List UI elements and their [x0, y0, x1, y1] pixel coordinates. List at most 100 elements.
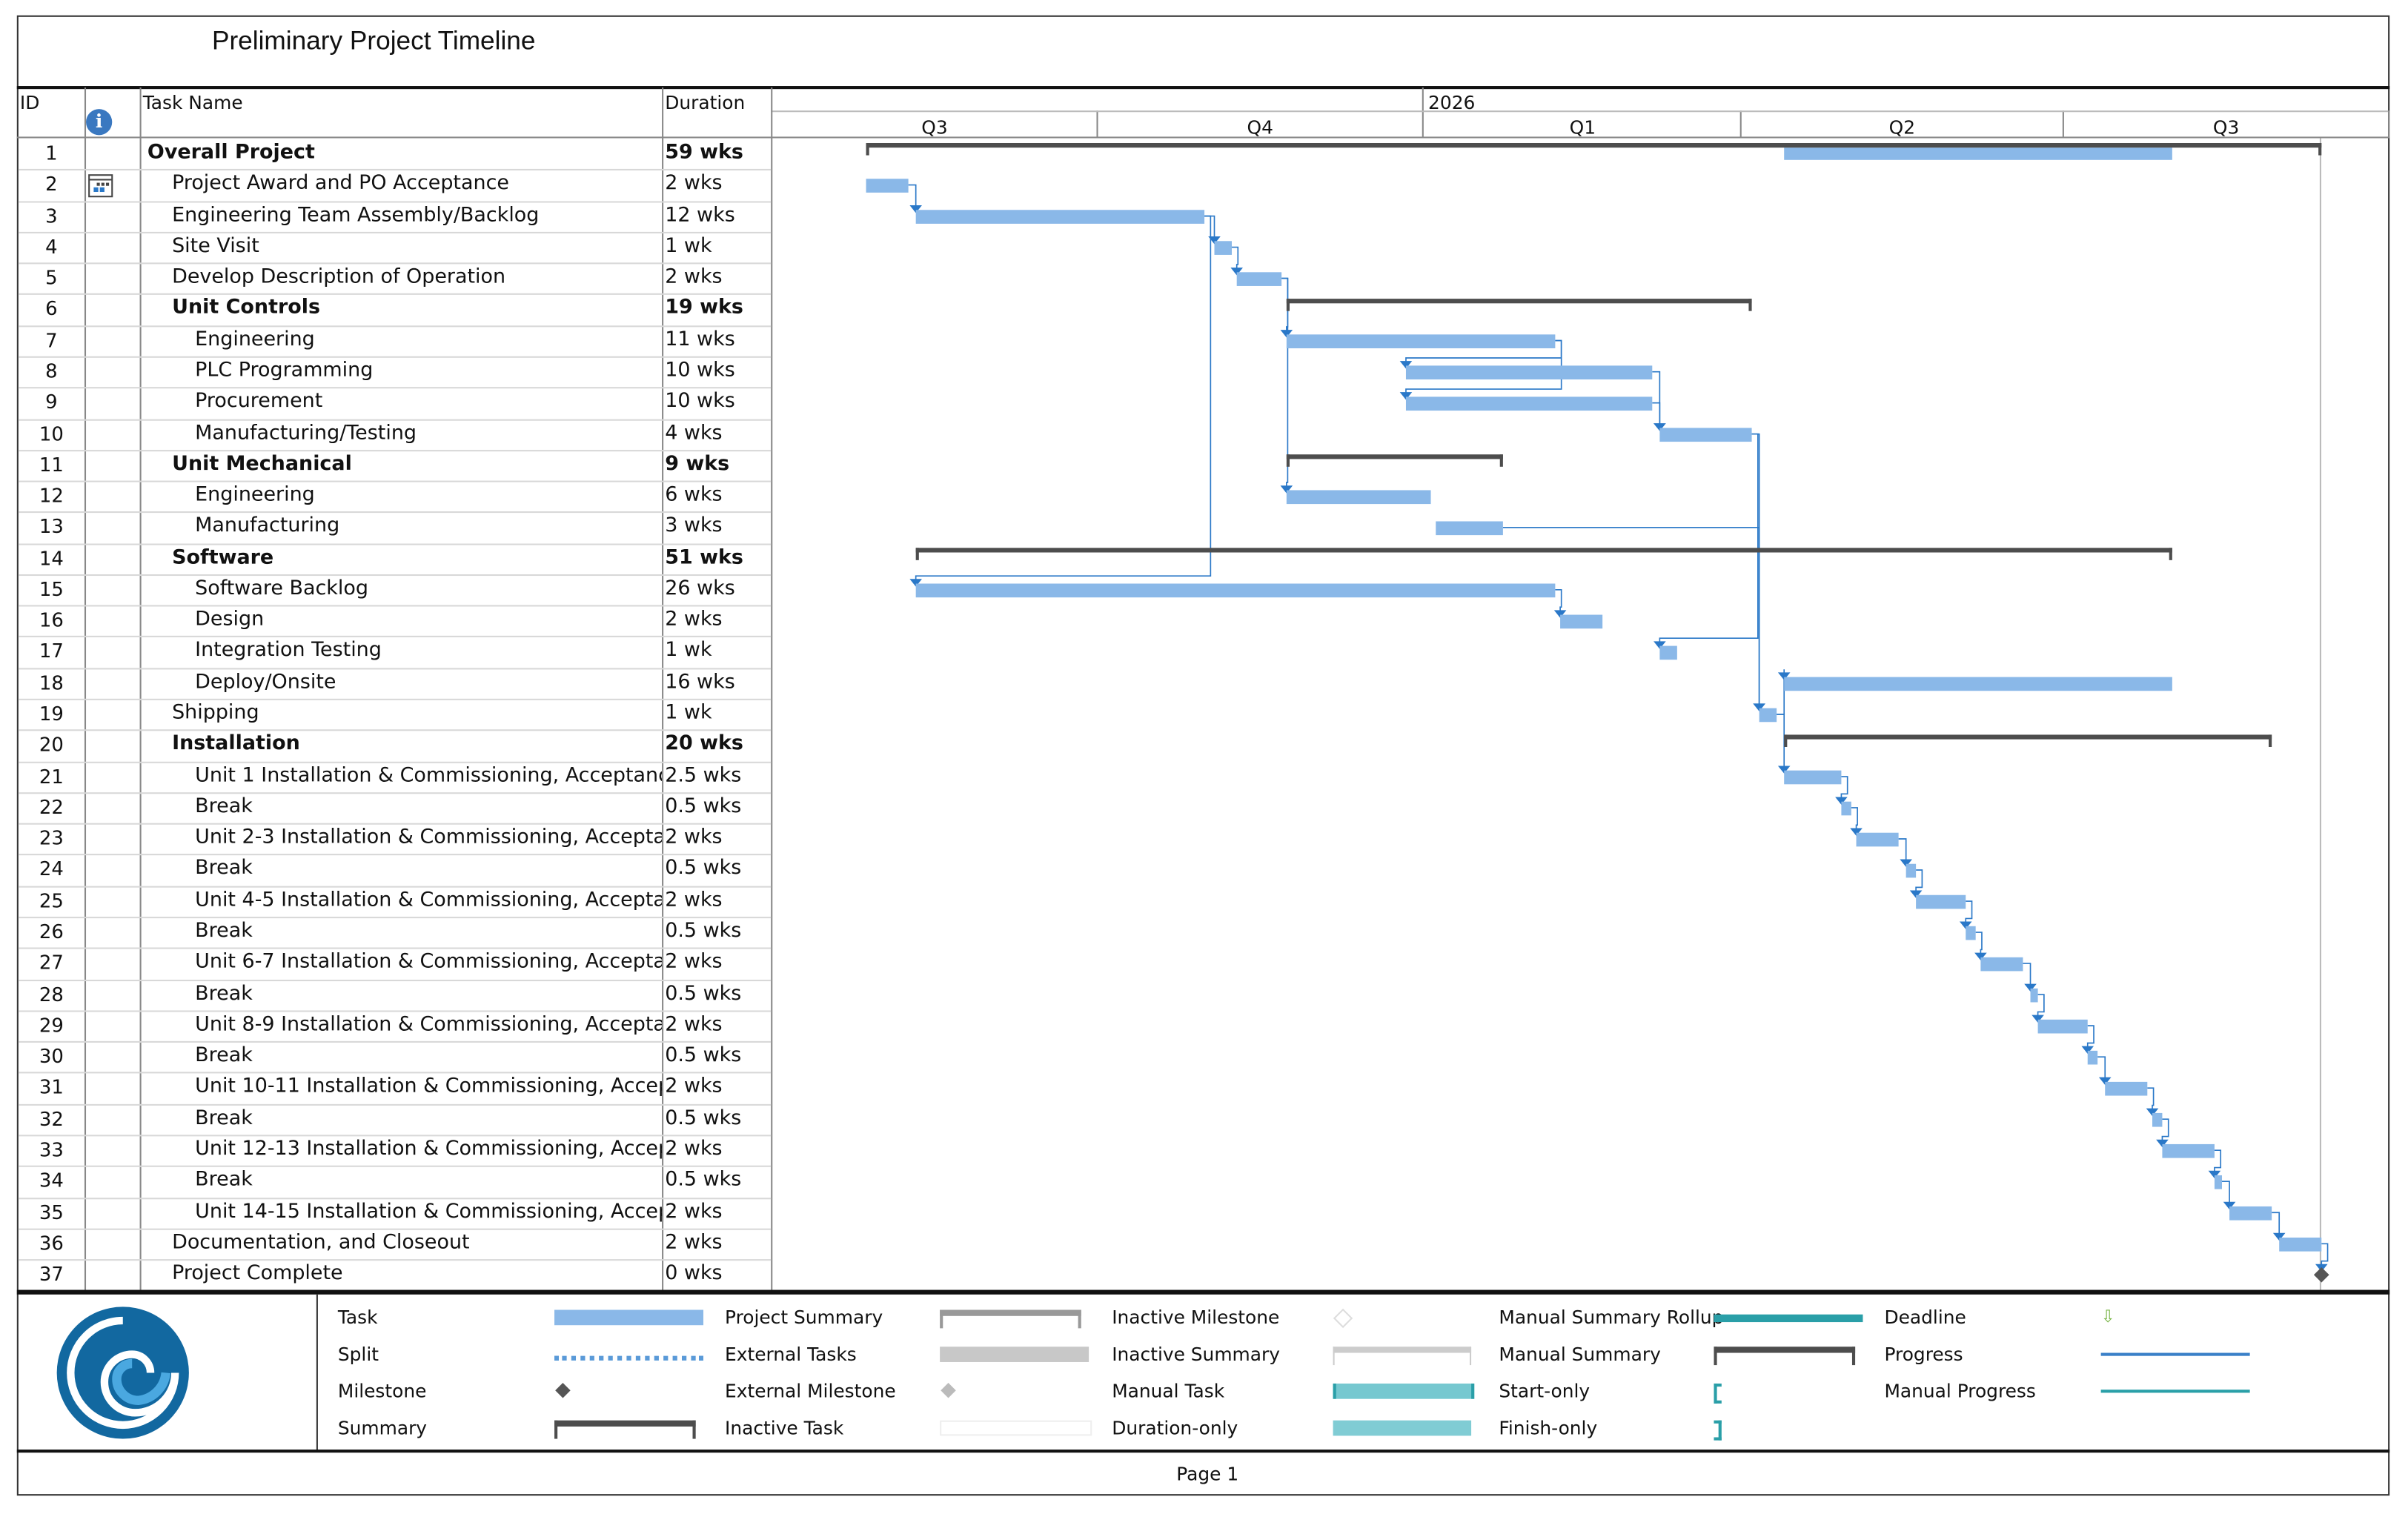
task-duration[interactable]: 2 wks [665, 1075, 723, 1099]
task-bar[interactable] [1659, 428, 1752, 442]
task-name[interactable]: Engineering Team Assembly/Backlog [172, 203, 540, 227]
task-duration[interactable]: 19 wks [665, 296, 743, 320]
task-bar[interactable] [1214, 241, 1232, 255]
task-duration[interactable]: 20 wks [665, 733, 743, 757]
milestone-diamond[interactable] [2313, 1266, 2329, 1283]
task-bar[interactable] [2162, 1143, 2215, 1158]
column-header-id[interactable]: ID [19, 92, 40, 114]
info-icon[interactable]: i [86, 109, 113, 136]
task-duration[interactable]: 59 wks [665, 141, 743, 165]
task-duration[interactable]: 3 wks [665, 514, 723, 538]
task-duration[interactable]: 12 wks [665, 203, 735, 227]
task-duration[interactable]: 0.5 wks [665, 795, 742, 819]
task-name[interactable]: Engineering [195, 328, 315, 351]
summary-bar[interactable] [1784, 734, 2272, 740]
task-name[interactable]: PLC Programming [195, 359, 374, 382]
task-duration[interactable]: 2 wks [665, 265, 723, 289]
task-duration[interactable]: 0.5 wks [665, 982, 742, 1006]
task-name[interactable]: Break [195, 795, 253, 819]
task-bar[interactable] [2030, 988, 2038, 1003]
task-bar[interactable] [1966, 926, 1976, 940]
task-bar[interactable] [1841, 801, 1851, 816]
task-bar[interactable] [1286, 334, 1556, 348]
task-duration[interactable]: 6 wks [665, 483, 723, 507]
task-duration[interactable]: 26 wks [665, 577, 735, 600]
task-bar[interactable] [1659, 645, 1677, 660]
task-name[interactable]: Break [195, 1044, 253, 1068]
task-bar[interactable] [2105, 1081, 2148, 1096]
task-name[interactable]: Break [195, 1169, 253, 1192]
task-name[interactable]: Unit 14-15 Installation & Commissioning,… [195, 1200, 662, 1224]
task-name[interactable]: Unit 10-11 Installation & Commissioning,… [195, 1075, 662, 1099]
task-duration[interactable]: 0.5 wks [665, 1169, 742, 1192]
task-duration[interactable]: 0.5 wks [665, 857, 742, 881]
task-duration[interactable]: 51 wks [665, 545, 743, 569]
task-duration[interactable]: 2 wks [665, 889, 723, 912]
task-bar[interactable] [1759, 708, 1777, 723]
task-bar[interactable] [1980, 957, 2023, 972]
task-bar[interactable] [1916, 894, 1966, 909]
task-bar[interactable] [1405, 365, 1653, 380]
task-bar[interactable] [2229, 1206, 2272, 1221]
task-name[interactable]: Design [195, 608, 265, 632]
task-bar[interactable] [2279, 1237, 2322, 1252]
task-name[interactable]: Unit Controls [172, 296, 321, 320]
task-name[interactable]: Manufacturing/Testing [195, 421, 417, 445]
task-duration[interactable]: 2 wks [665, 1200, 723, 1224]
task-duration[interactable]: 9 wks [665, 452, 730, 476]
task-name[interactable]: Unit 4-5 Installation & Commissioning, A… [195, 889, 663, 912]
summary-bar[interactable] [915, 548, 2172, 553]
task-duration[interactable]: 1 wk [665, 234, 712, 258]
summary-bar[interactable] [1286, 454, 1503, 459]
summary-bar[interactable] [1286, 299, 1752, 304]
task-name[interactable]: Unit 8-9 Installation & Commissioning, A… [195, 1013, 663, 1037]
task-duration[interactable]: 11 wks [665, 328, 735, 351]
task-duration[interactable]: 2 wks [665, 826, 723, 850]
task-name[interactable]: Site Visit [172, 234, 259, 258]
task-bar[interactable] [1405, 396, 1653, 411]
task-duration[interactable]: 16 wks [665, 670, 735, 694]
task-duration[interactable]: 0 wks [665, 1262, 723, 1286]
task-bar[interactable] [2037, 1019, 2088, 1034]
task-duration[interactable]: 0.5 wks [665, 920, 742, 943]
task-name[interactable]: Unit 6-7 Installation & Commissioning, A… [195, 951, 663, 975]
task-duration[interactable]: 2 wks [665, 172, 723, 196]
task-bar[interactable] [1905, 863, 1917, 878]
task-bar[interactable] [1236, 272, 1282, 286]
task-name[interactable]: Break [195, 857, 253, 881]
task-duration[interactable]: 2 wks [665, 1231, 723, 1255]
task-name[interactable]: Break [195, 982, 253, 1006]
task-duration[interactable]: 2 wks [665, 608, 723, 632]
task-bar[interactable] [915, 210, 1205, 224]
task-name[interactable]: Shipping [172, 702, 259, 726]
task-bar[interactable] [2087, 1050, 2098, 1065]
task-name[interactable]: Overall Project [147, 141, 315, 165]
task-name[interactable]: Project Award and PO Acceptance [172, 172, 509, 196]
task-name[interactable]: Deploy/Onsite [195, 670, 336, 694]
task-duration[interactable]: 1 wk [665, 702, 712, 726]
task-bar[interactable] [2152, 1112, 2163, 1127]
task-bar[interactable] [1784, 770, 1842, 785]
task-bar[interactable] [1560, 614, 1603, 629]
task-name[interactable]: Software [172, 545, 274, 569]
task-bar[interactable] [1436, 521, 1503, 536]
task-name[interactable]: Integration Testing [195, 639, 382, 663]
task-name[interactable]: Procurement [195, 390, 323, 414]
column-header-duration[interactable]: Duration [665, 92, 746, 114]
task-duration[interactable]: 0.5 wks [665, 1106, 742, 1130]
task-duration[interactable]: 2.5 wks [665, 764, 742, 788]
task-bar[interactable] [1286, 490, 1431, 505]
task-name[interactable]: Engineering [195, 483, 315, 507]
task-duration[interactable]: 10 wks [665, 390, 735, 414]
task-name[interactable]: Break [195, 920, 253, 943]
task-name[interactable]: Manufacturing [195, 514, 340, 538]
task-name[interactable]: Project Complete [172, 1262, 343, 1286]
task-duration[interactable]: 4 wks [665, 421, 723, 445]
task-duration[interactable]: 0.5 wks [665, 1044, 742, 1068]
task-name[interactable]: Installation [172, 733, 300, 757]
task-bar[interactable] [915, 583, 1556, 598]
task-duration[interactable]: 10 wks [665, 359, 735, 382]
task-name[interactable]: Software Backlog [195, 577, 368, 600]
task-duration[interactable]: 2 wks [665, 1013, 723, 1037]
task-bar[interactable] [866, 179, 909, 193]
